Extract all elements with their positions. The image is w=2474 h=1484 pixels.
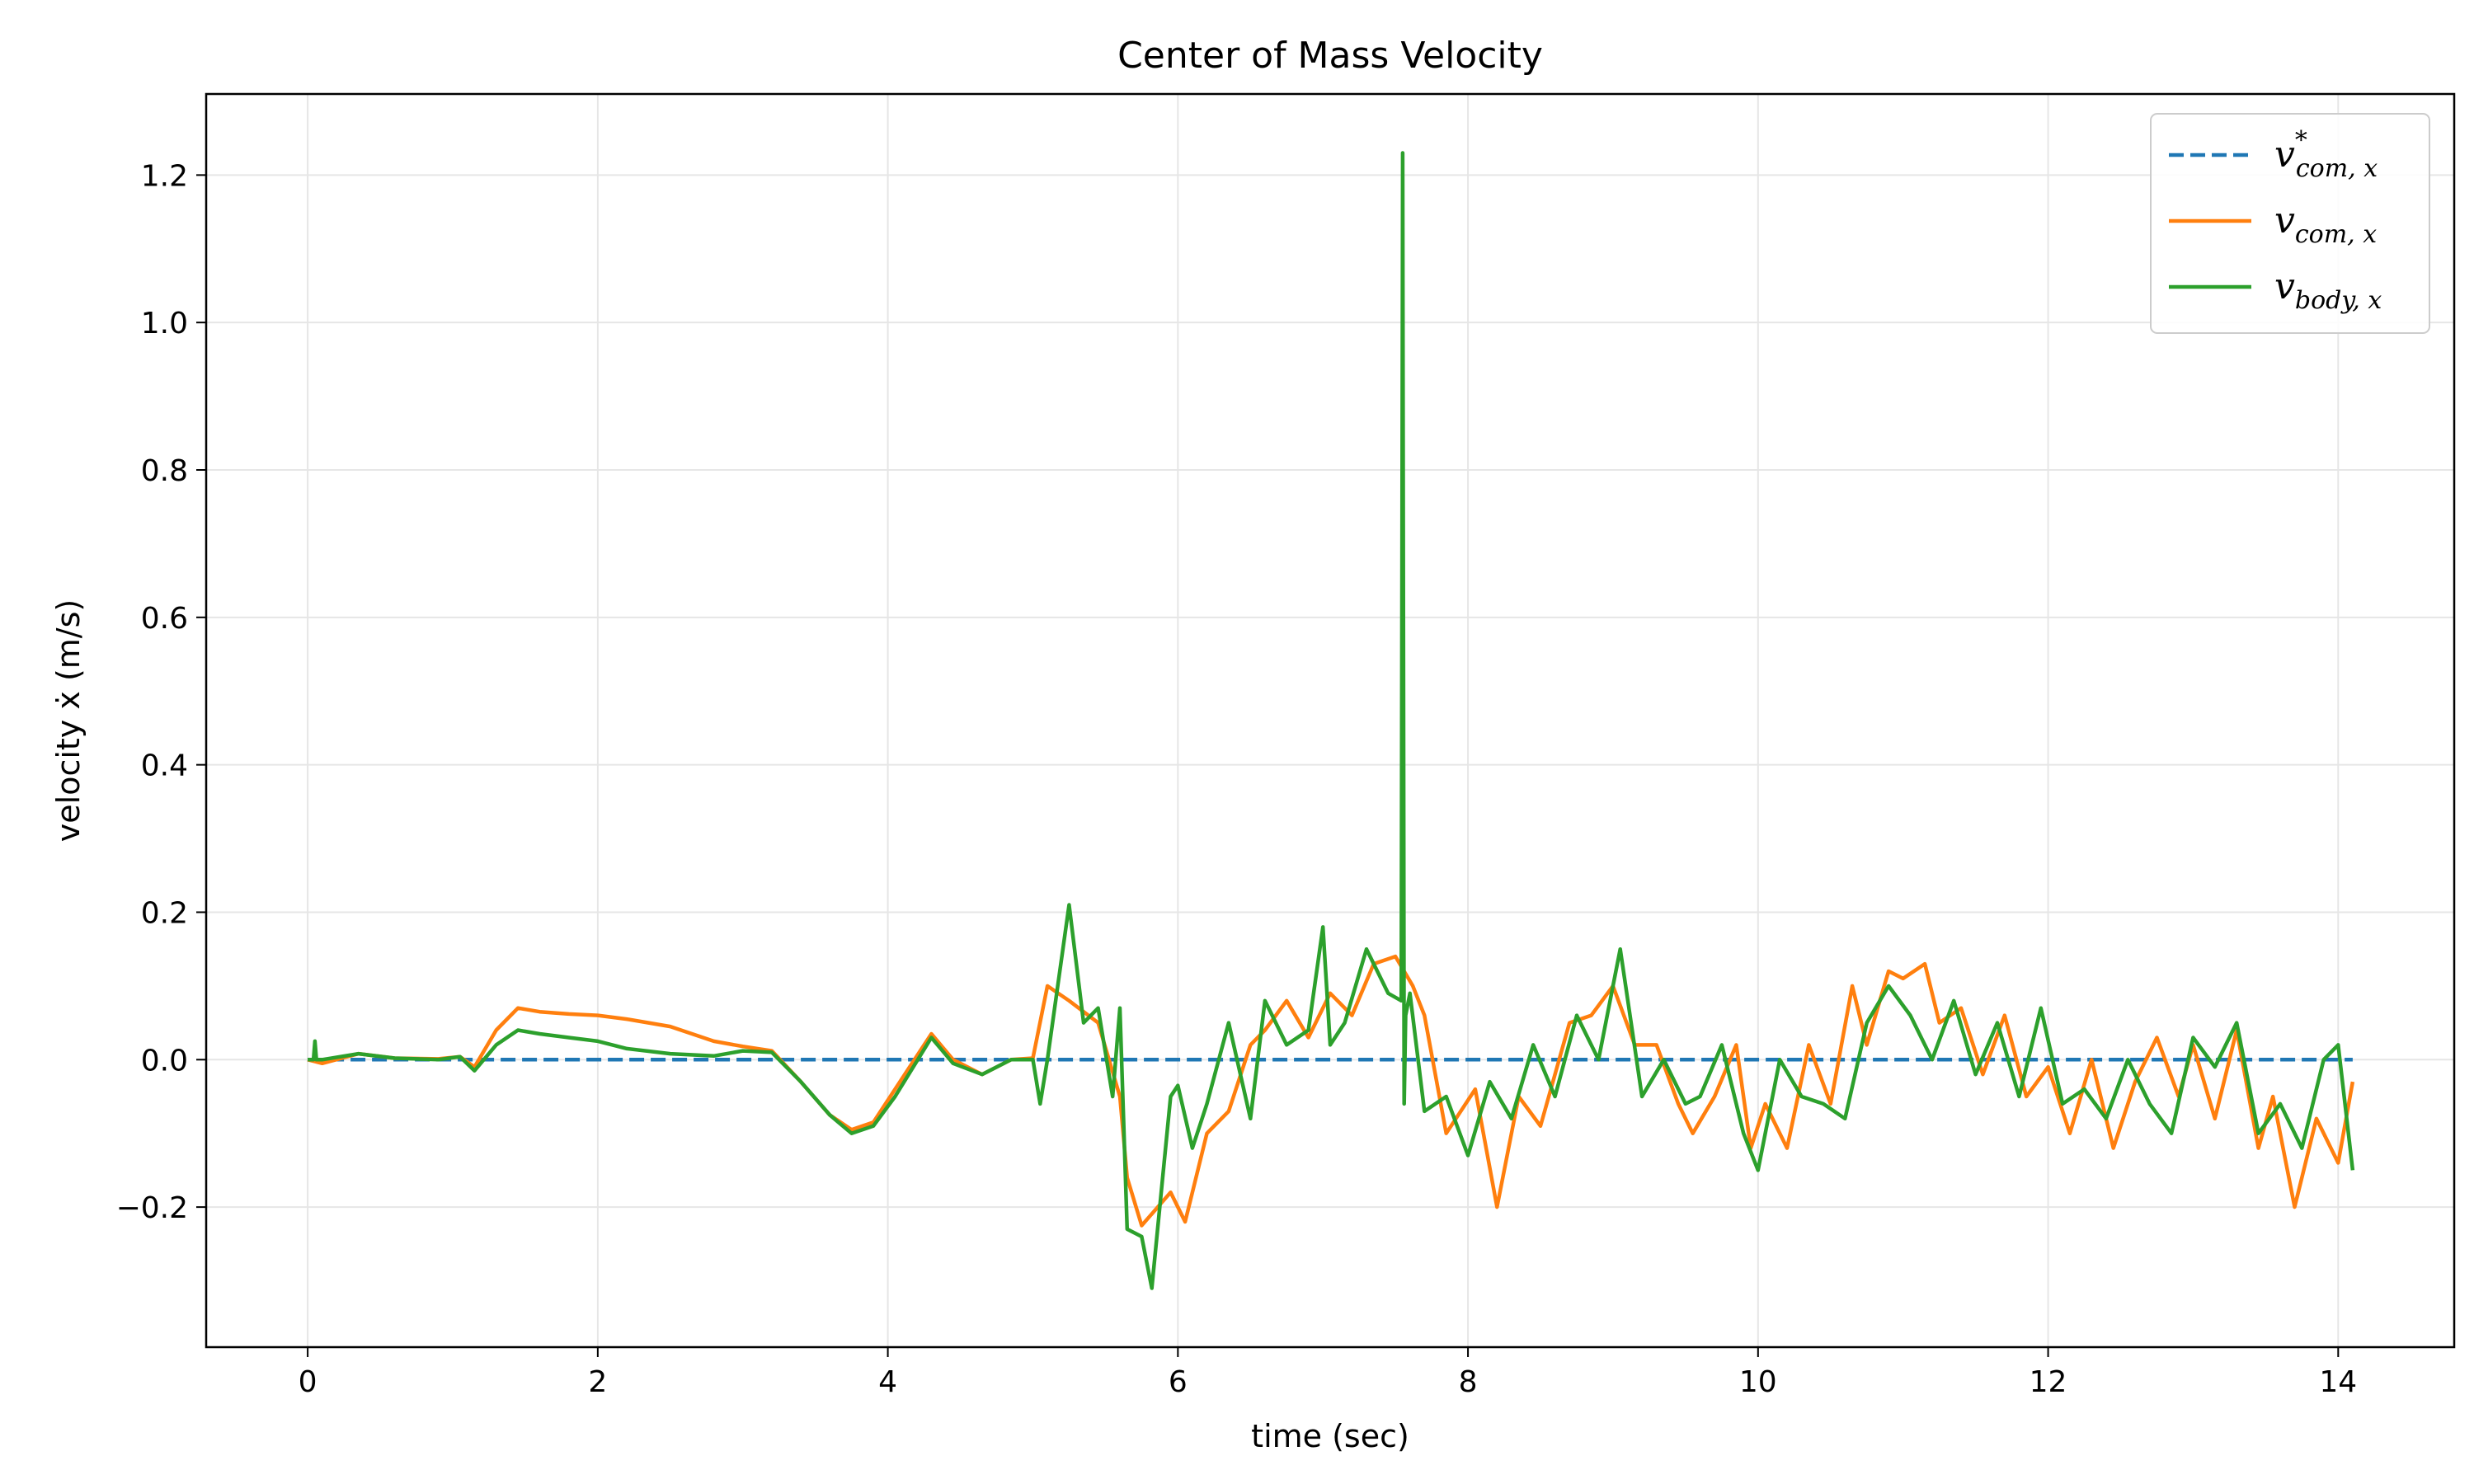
legend-box <box>2150 113 2430 334</box>
chart-title: Center of Mass Velocity <box>1117 35 1543 77</box>
axis-ticks: 0 2 4 6 8 10 12 14 −0.2 0.0 0.2 0.4 0.6 0.8 1.0 1.2 <box>116 159 2358 1399</box>
y-tick-label: 0.8 <box>141 454 188 488</box>
y-tick-label: 1.0 <box>141 307 188 340</box>
y-tick-label: 1.2 <box>141 159 188 193</box>
legend-label: v* com, x <box>2274 126 2378 183</box>
x-tick-label: 0 <box>299 1365 317 1399</box>
y-tick-label: 0.0 <box>141 1044 188 1078</box>
legend: v* com, x vcom, x vbody, x <box>2150 113 2430 334</box>
x-tick-label: 10 <box>1739 1365 1777 1399</box>
x-tick-label: 4 <box>878 1365 897 1399</box>
series-line-vbody-x <box>308 151 2355 1290</box>
x-axis-label: time (sec) <box>1251 1418 1409 1454</box>
plot-frame <box>205 92 2456 1349</box>
x-tick-label: 8 <box>1459 1365 1478 1399</box>
x-tick-label: 2 <box>588 1365 607 1399</box>
x-tick-label: 14 <box>2319 1365 2357 1399</box>
x-tick-label: 12 <box>2030 1365 2067 1399</box>
legend-label: vbody, x <box>2274 265 2382 315</box>
y-tick-label: 0.6 <box>141 602 188 636</box>
y-tick-label: −0.2 <box>116 1191 188 1225</box>
x-tick-label: 6 <box>1169 1365 1188 1399</box>
series-line-vcom-x <box>307 954 2355 1228</box>
series-lines <box>307 151 2355 1290</box>
y-axis-label: velocity ẋ (m/s) <box>50 599 87 842</box>
y-tick-label: 0.4 <box>141 749 188 783</box>
y-tick-label: 0.2 <box>141 896 188 930</box>
legend-label: vcom, x <box>2274 200 2377 249</box>
